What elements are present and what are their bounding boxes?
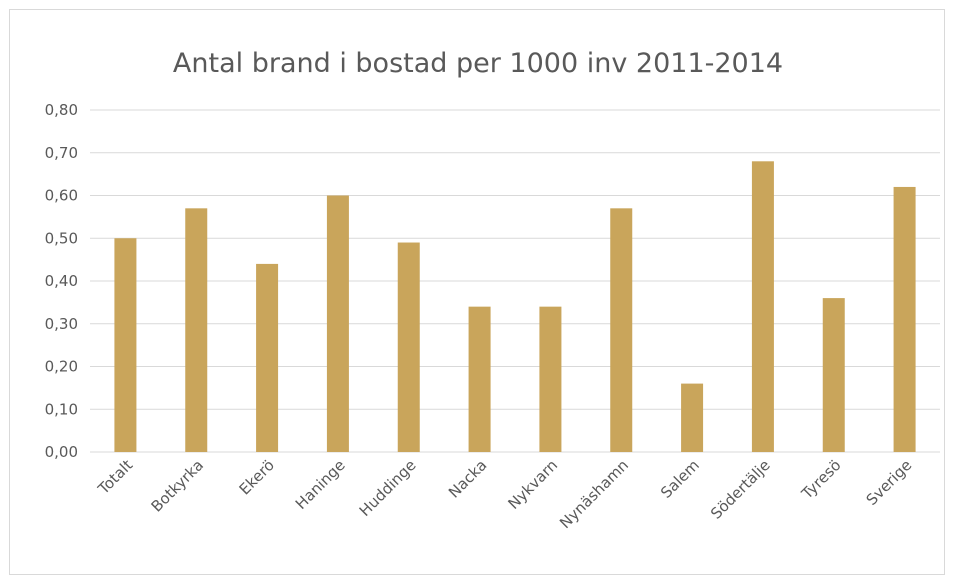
x-tick-label: Huddinge	[356, 456, 420, 520]
bar	[114, 238, 137, 452]
x-tick-label: Nacka	[445, 456, 490, 501]
x-tick-label: Södertälje	[707, 456, 774, 523]
bar	[610, 208, 633, 452]
y-tick-label: 0,50	[45, 229, 78, 247]
chart-title: Antal brand i bostad per 1000 inv 2011-2…	[172, 48, 784, 79]
bar	[893, 186, 916, 452]
bar	[681, 383, 704, 452]
x-tick-label: Nynäshamn	[556, 456, 632, 532]
x-tick-label: Totalt	[94, 456, 136, 498]
bar	[751, 161, 774, 453]
x-tick-label: Ekerö	[236, 456, 278, 498]
y-tick-label: 0,60	[45, 187, 78, 205]
chart-container: Antal brand i bostad per 1000 inv 2011-2…	[9, 9, 945, 575]
x-tick-label: Salem	[657, 456, 703, 502]
bar	[397, 242, 420, 452]
x-tick-label: Sverige	[863, 456, 916, 509]
y-tick-label: 0,10	[45, 400, 78, 418]
x-tick-label: Haninge	[292, 456, 349, 513]
bar	[822, 298, 845, 452]
bar-chart-plot: 0,00 0,10 0,20 0,30 0,40 0,50 0,60 0,70 0,80 Tota…	[45, 101, 940, 532]
y-tick-label: 0,20	[45, 358, 78, 376]
bar	[185, 208, 208, 452]
y-tick-label: 0,80	[45, 101, 78, 119]
y-tick-label: 0,00	[45, 443, 78, 461]
x-tick-label: Nykvarn	[504, 456, 561, 513]
bar	[256, 263, 279, 452]
x-tick-label: Tyresö	[797, 456, 844, 503]
y-tick-label: 0,30	[45, 315, 78, 333]
y-tick-label: 0,70	[45, 144, 78, 162]
bar	[326, 195, 349, 452]
x-tick-label: Botkyrka	[148, 456, 208, 516]
y-tick-label: 0,40	[45, 272, 78, 290]
bar	[468, 306, 491, 452]
bar	[539, 306, 562, 452]
